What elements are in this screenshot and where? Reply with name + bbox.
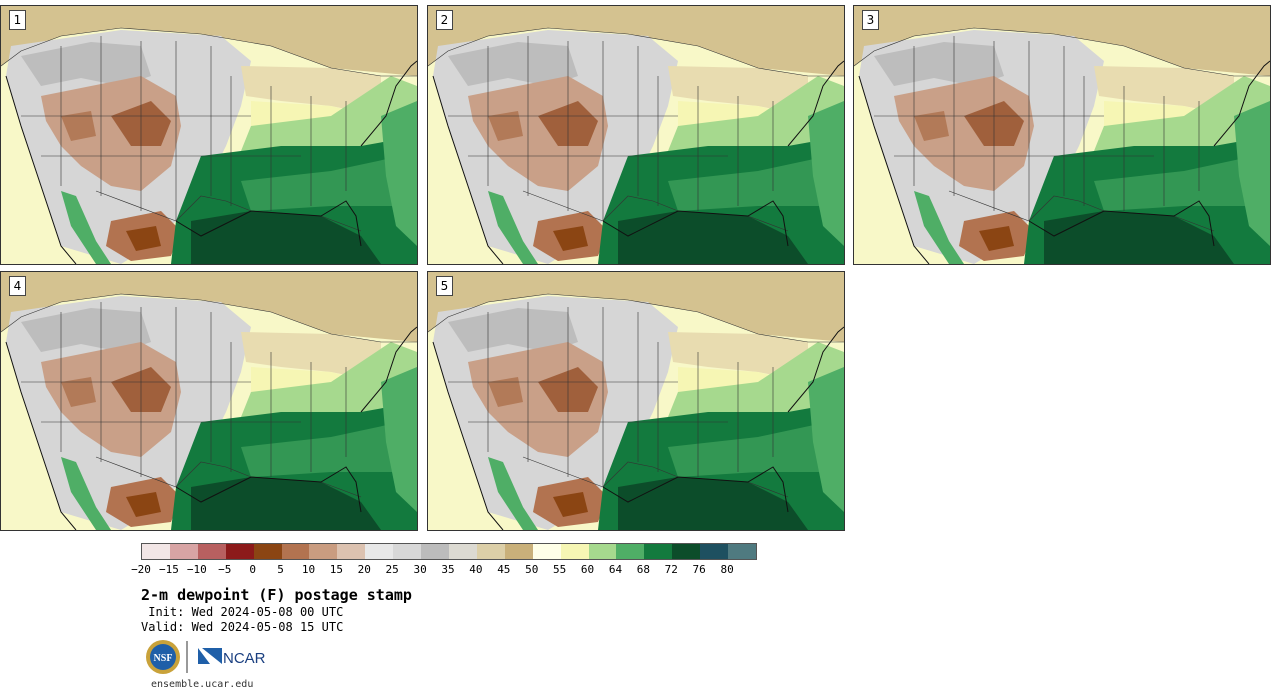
colorbar-swatch <box>365 544 394 559</box>
colorbar-tick-label: 15 <box>329 563 343 576</box>
colorbar-swatch <box>728 544 756 559</box>
colorbar-swatch <box>142 544 170 559</box>
colorbar-swatch <box>532 544 561 559</box>
colorbar-swatch <box>337 544 366 559</box>
dewpoint-map-2 <box>428 6 844 264</box>
colorbar-tick-label: −20 <box>131 563 151 576</box>
colorbar-tick-label: 0 <box>249 563 256 576</box>
colorbar-tick-label: 60 <box>580 563 595 576</box>
member-label-1: 1 <box>9 10 26 30</box>
nsf-logo-text: NSF <box>154 653 173 664</box>
init-time: Init: Wed 2024-05-08 00 UTC <box>141 605 344 619</box>
colorbar-swatch <box>253 544 282 559</box>
website-text: ensemble.ucar.edu <box>151 679 254 690</box>
colorbar-swatch <box>672 544 701 559</box>
colorbar-tick-label: 5 <box>277 563 284 576</box>
colorbar-tick-label: 40 <box>469 563 483 576</box>
map-panel-3: 3 <box>853 5 1271 265</box>
colorbar-swatch <box>616 544 645 559</box>
colorbar-tick-label: −5 <box>218 563 232 576</box>
colorbar-tick-label: 20 <box>357 563 371 576</box>
colorbar-swatch <box>476 544 505 559</box>
map-panel-5: 5 <box>427 271 845 531</box>
colorbar-swatch <box>700 544 729 559</box>
colorbar-swatch <box>448 544 477 559</box>
dewpoint-map-5 <box>428 272 844 530</box>
colorbar-swatch <box>560 544 589 559</box>
colorbar-tick-label: 72 <box>664 563 678 576</box>
map-panel-4: 4 <box>0 271 418 531</box>
colorbar-tick-label: 80 <box>720 563 734 576</box>
ncar-logo-text: NCAR <box>223 650 266 667</box>
colorbar-tick-label: 76 <box>692 563 706 576</box>
colorbar-swatch <box>421 544 449 559</box>
colorbar-tick-label: 45 <box>497 563 511 576</box>
dewpoint-map-3 <box>854 6 1270 264</box>
member-label-5: 5 <box>436 276 453 296</box>
colorbar-swatch <box>504 544 533 559</box>
colorbar-swatch <box>393 544 422 559</box>
logos: NSF NCAR <box>144 638 274 676</box>
colorbar-tick-label: 25 <box>385 563 399 576</box>
colorbar-swatch <box>281 544 310 559</box>
colorbar-tick-label: 68 <box>636 563 650 576</box>
colorbar-swatch <box>588 544 617 559</box>
member-label-2: 2 <box>436 10 453 30</box>
dewpoint-map-1 <box>1 6 417 264</box>
nsf-logo-icon: NSF <box>146 640 180 674</box>
colorbar-tick-label: 10 <box>301 563 316 576</box>
colorbar-swatch <box>309 544 338 559</box>
colorbar-tick-labels: −20 −15 −10 −5 0 5 10 15 20 25 30 35 40 45 50 55 60 64 68 7… <box>131 560 757 576</box>
valid-time: Valid: Wed 2024-05-08 15 UTC <box>141 620 344 634</box>
map-panel-2: 2 <box>427 5 845 265</box>
ncar-logo-icon: NCAR <box>198 648 266 667</box>
colorbar-tick-label: 55 <box>553 563 567 576</box>
colorbar-swatch <box>225 544 254 559</box>
map-panel-1: 1 <box>0 5 418 265</box>
plot-title: 2-m dewpoint (F) postage stamp <box>141 586 412 604</box>
colorbar-tick-label: 35 <box>441 563 455 576</box>
member-label-3: 3 <box>862 10 879 30</box>
member-label-4: 4 <box>9 276 26 296</box>
colorbar-swatch <box>197 544 226 559</box>
dewpoint-map-4 <box>1 272 417 530</box>
colorbar-swatch <box>169 544 198 559</box>
dewpoint-colorbar <box>141 543 757 560</box>
colorbar-tick-label: 64 <box>608 563 623 576</box>
colorbar-tick-label: −15 <box>158 563 179 576</box>
colorbar-tick-label: 30 <box>413 563 427 576</box>
colorbar-tick-label: 50 <box>525 563 539 576</box>
colorbar-swatch <box>644 544 673 559</box>
colorbar-tick-label: −10 <box>186 563 207 576</box>
